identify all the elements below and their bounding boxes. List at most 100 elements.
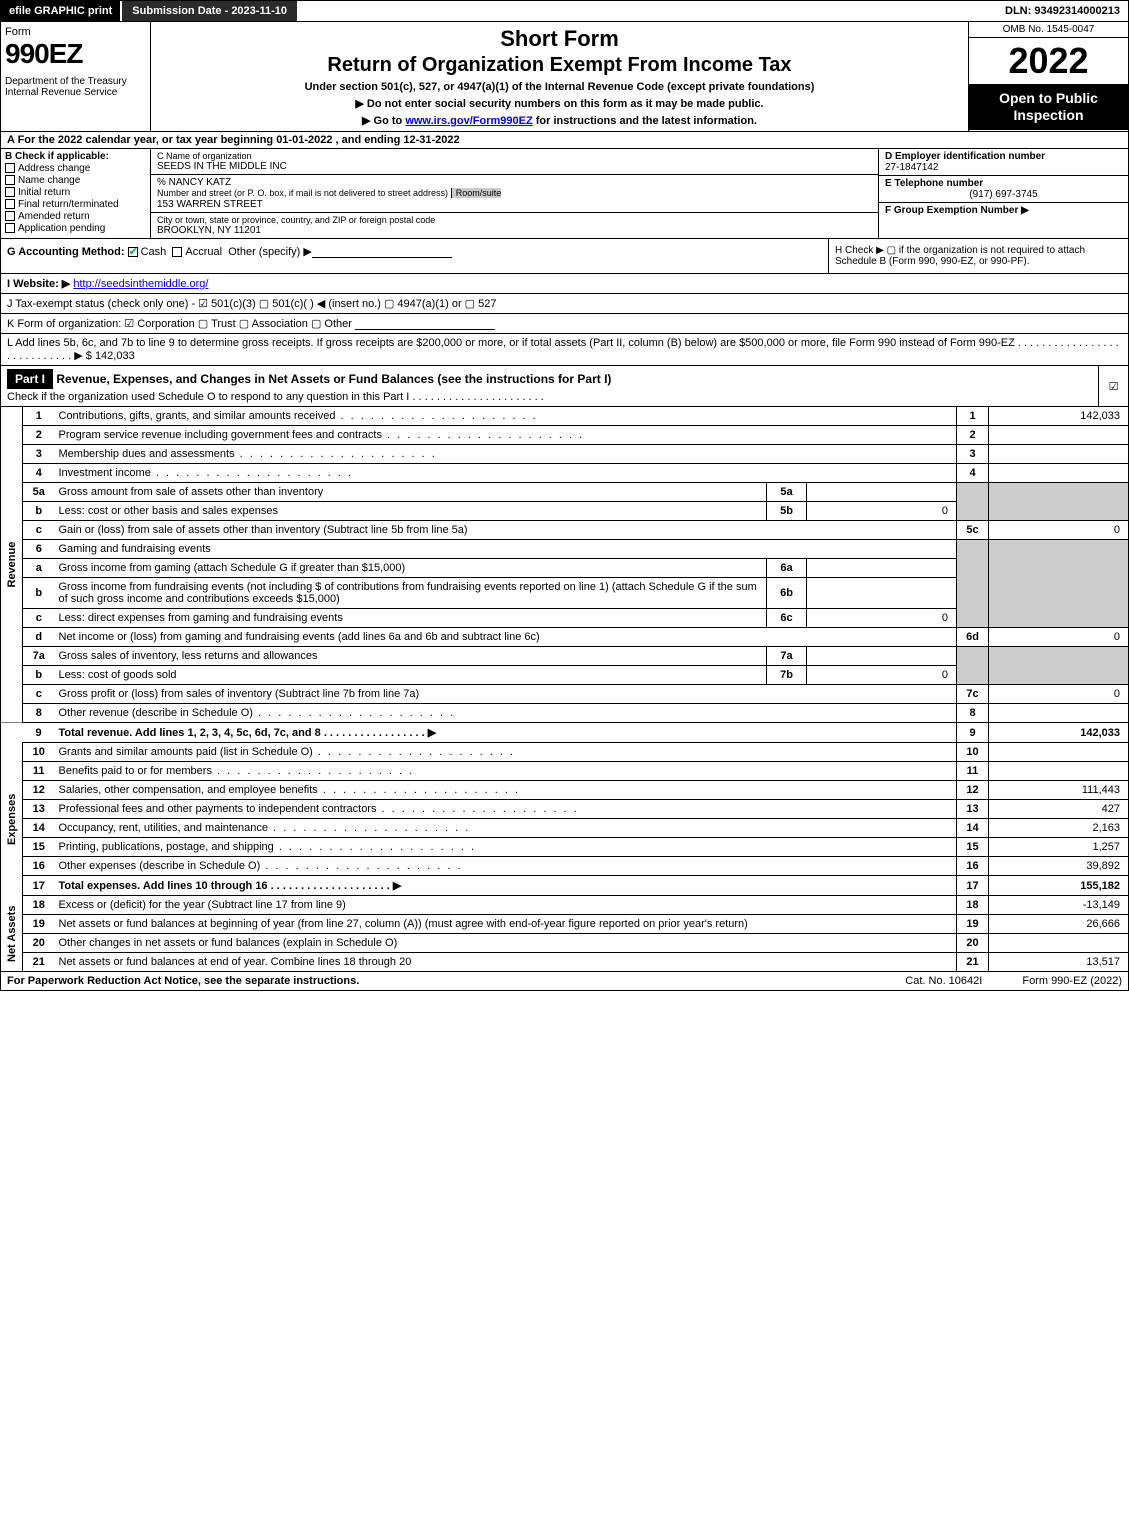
line-13: 13Professional fees and other payments t…	[1, 800, 1129, 819]
line-1: Revenue 1 Contributions, gifts, grants, …	[1, 407, 1129, 426]
line-14: 14Occupancy, rent, utilities, and mainte…	[1, 819, 1129, 838]
cb-address-change[interactable]: Address change	[5, 163, 146, 174]
part-1-subtitle: Check if the organization used Schedule …	[7, 391, 544, 403]
cb-amended-return[interactable]: Amended return	[5, 211, 146, 222]
part-1-badge: Part I	[7, 369, 53, 389]
col-b-header: B Check if applicable:	[5, 151, 146, 162]
street-label: Number and street (or P. O. box, if mail…	[157, 188, 448, 198]
irs-link[interactable]: www.irs.gov/Form990EZ	[405, 115, 532, 127]
page-footer: For Paperwork Reduction Act Notice, see …	[0, 972, 1129, 991]
col-c-org-info: C Name of organization SEEDS IN THE MIDD…	[151, 149, 878, 238]
section-gh: G Accounting Method: Cash Accrual Other …	[0, 239, 1129, 274]
dln-label: DLN: 93492314000213	[997, 1, 1128, 21]
form-title-block: Short Form Return of Organization Exempt…	[151, 22, 968, 131]
street-address: 153 WARREN STREET	[157, 199, 872, 210]
ein-label: D Employer identification number	[885, 151, 1122, 162]
part-1-title: Revenue, Expenses, and Changes in Net As…	[56, 372, 611, 386]
accrual-label: Accrual	[185, 246, 222, 258]
part-1-header: Part I Revenue, Expenses, and Changes in…	[0, 366, 1129, 407]
telephone-label: E Telephone number	[885, 178, 1122, 189]
tax-year: 2022	[969, 38, 1128, 84]
net-assets-side-label: Net Assets	[1, 896, 23, 972]
line-5c: cGain or (loss) from sale of assets othe…	[1, 521, 1129, 540]
care-of: % NANCY KATZ	[157, 177, 872, 188]
part-1-schedule-o-check[interactable]: ☑	[1098, 366, 1128, 406]
form-header: Form 990EZ Department of the Treasury In…	[0, 22, 1129, 132]
line-3: 3Membership dues and assessments3	[1, 445, 1129, 464]
footer-left: For Paperwork Reduction Act Notice, see …	[7, 975, 865, 987]
line-17: 17Total expenses. Add lines 10 through 1…	[1, 876, 1129, 896]
city-state-zip: BROOKLYN, NY 11201	[157, 225, 872, 236]
col-b-checkboxes: B Check if applicable: Address change Na…	[1, 149, 151, 238]
col-d-contact: D Employer identification number 27-1847…	[878, 149, 1128, 238]
omb-number: OMB No. 1545-0047	[969, 22, 1128, 38]
cash-label: Cash	[141, 246, 167, 258]
gross-receipts-row: L Add lines 5b, 6c, and 7b to line 9 to …	[0, 334, 1129, 366]
line-2: 2Program service revenue including gover…	[1, 426, 1129, 445]
cb-name-change[interactable]: Name change	[5, 175, 146, 186]
group-exemption-label: F Group Exemption Number ▶	[885, 205, 1122, 216]
expenses-side-label: Expenses	[1, 743, 23, 896]
org-name: SEEDS IN THE MIDDLE INC	[157, 161, 872, 172]
line-4: 4Investment income4	[1, 464, 1129, 483]
line-7c: cGross profit or (loss) from sales of in…	[1, 685, 1129, 704]
sub3-pre: ▶ Go to	[362, 115, 405, 127]
form-subtitle-1: Under section 501(c), 527, or 4947(a)(1)…	[159, 81, 960, 93]
telephone-value: (917) 697-3745	[885, 189, 1122, 200]
revenue-side-label: Revenue	[1, 407, 23, 723]
line-12: 12Salaries, other compensation, and empl…	[1, 781, 1129, 800]
line-21: 21Net assets or fund balances at end of …	[1, 953, 1129, 972]
cb-cash[interactable]	[128, 247, 138, 257]
cb-final-return[interactable]: Final return/terminated	[5, 199, 146, 210]
line-11: 11Benefits paid to or for members11	[1, 762, 1129, 781]
cb-application-pending[interactable]: Application pending	[5, 223, 146, 234]
city-label: City or town, state or province, country…	[157, 215, 872, 225]
row-l-text: L Add lines 5b, 6c, and 7b to line 9 to …	[7, 337, 1119, 362]
sub3-post: for instructions and the latest informat…	[533, 115, 757, 127]
row-k-text: K Form of organization: ☑ Corporation ▢ …	[7, 318, 352, 330]
form-of-organization-row: K Form of organization: ☑ Corporation ▢ …	[0, 314, 1129, 334]
row-a-tax-year: A For the 2022 calendar year, or tax yea…	[0, 132, 1129, 149]
section-bcd: B Check if applicable: Address change Na…	[0, 149, 1129, 239]
line-9: 9Total revenue. Add lines 1, 2, 3, 4, 5c…	[1, 723, 1129, 743]
submission-date-label: Submission Date - 2023-11-10	[122, 1, 297, 21]
cb-initial-return[interactable]: Initial return	[5, 187, 146, 198]
cb-accrual[interactable]	[172, 247, 182, 257]
ein-value: 27-1847142	[885, 162, 1122, 173]
line-6: 6Gaming and fundraising events	[1, 540, 1129, 559]
efile-print-button[interactable]: efile GRAPHIC print	[1, 1, 122, 21]
form-subtitle-2: ▶ Do not enter social security numbers o…	[159, 97, 960, 110]
line-18: Net Assets 18Excess or (deficit) for the…	[1, 896, 1129, 915]
line-6d: dNet income or (loss) from gaming and fu…	[1, 628, 1129, 647]
other-label: Other (specify) ▶	[228, 246, 312, 258]
org-name-label: C Name of organization	[157, 151, 872, 161]
room-label: Room/suite	[451, 188, 502, 198]
website-link[interactable]: http://seedsinthemiddle.org/	[73, 278, 208, 290]
form-subtitle-3: ▶ Go to www.irs.gov/Form990EZ for instru…	[159, 114, 960, 127]
form-word: Form	[5, 26, 146, 38]
other-specify-input[interactable]	[312, 257, 452, 258]
form-title-1: Short Form	[159, 26, 960, 52]
form-id-block: Form 990EZ Department of the Treasury In…	[1, 22, 151, 131]
footer-center: Cat. No. 10642I	[865, 975, 1022, 987]
form-meta-block: OMB No. 1545-0047 2022 Open to Public In…	[968, 22, 1128, 131]
line-15: 15Printing, publications, postage, and s…	[1, 838, 1129, 857]
line-20: 20Other changes in net assets or fund ba…	[1, 934, 1129, 953]
line-16: 16Other expenses (describe in Schedule O…	[1, 857, 1129, 876]
form-title-2: Return of Organization Exempt From Incom…	[159, 54, 960, 77]
department-label: Department of the Treasury Internal Reve…	[5, 76, 146, 98]
line-5a: 5aGross amount from sale of assets other…	[1, 483, 1129, 502]
tax-exempt-status-row: J Tax-exempt status (check only one) - ☑…	[0, 294, 1129, 314]
line-19: 19Net assets or fund balances at beginni…	[1, 915, 1129, 934]
g-label: G Accounting Method:	[7, 246, 125, 258]
accounting-method-row: G Accounting Method: Cash Accrual Other …	[1, 239, 828, 273]
line-7a: 7aGross sales of inventory, less returns…	[1, 647, 1129, 666]
other-org-input[interactable]	[355, 329, 495, 330]
website-label: I Website: ▶	[7, 278, 70, 290]
schedule-b-check: H Check ▶ ▢ if the organization is not r…	[828, 239, 1128, 273]
public-inspection-label: Open to Public Inspection	[969, 84, 1128, 130]
form-number: 990EZ	[5, 38, 146, 70]
website-row: I Website: ▶ http://seedsinthemiddle.org…	[0, 274, 1129, 294]
footer-right: Form 990-EZ (2022)	[1022, 975, 1122, 987]
top-bar: efile GRAPHIC print Submission Date - 20…	[0, 0, 1129, 22]
